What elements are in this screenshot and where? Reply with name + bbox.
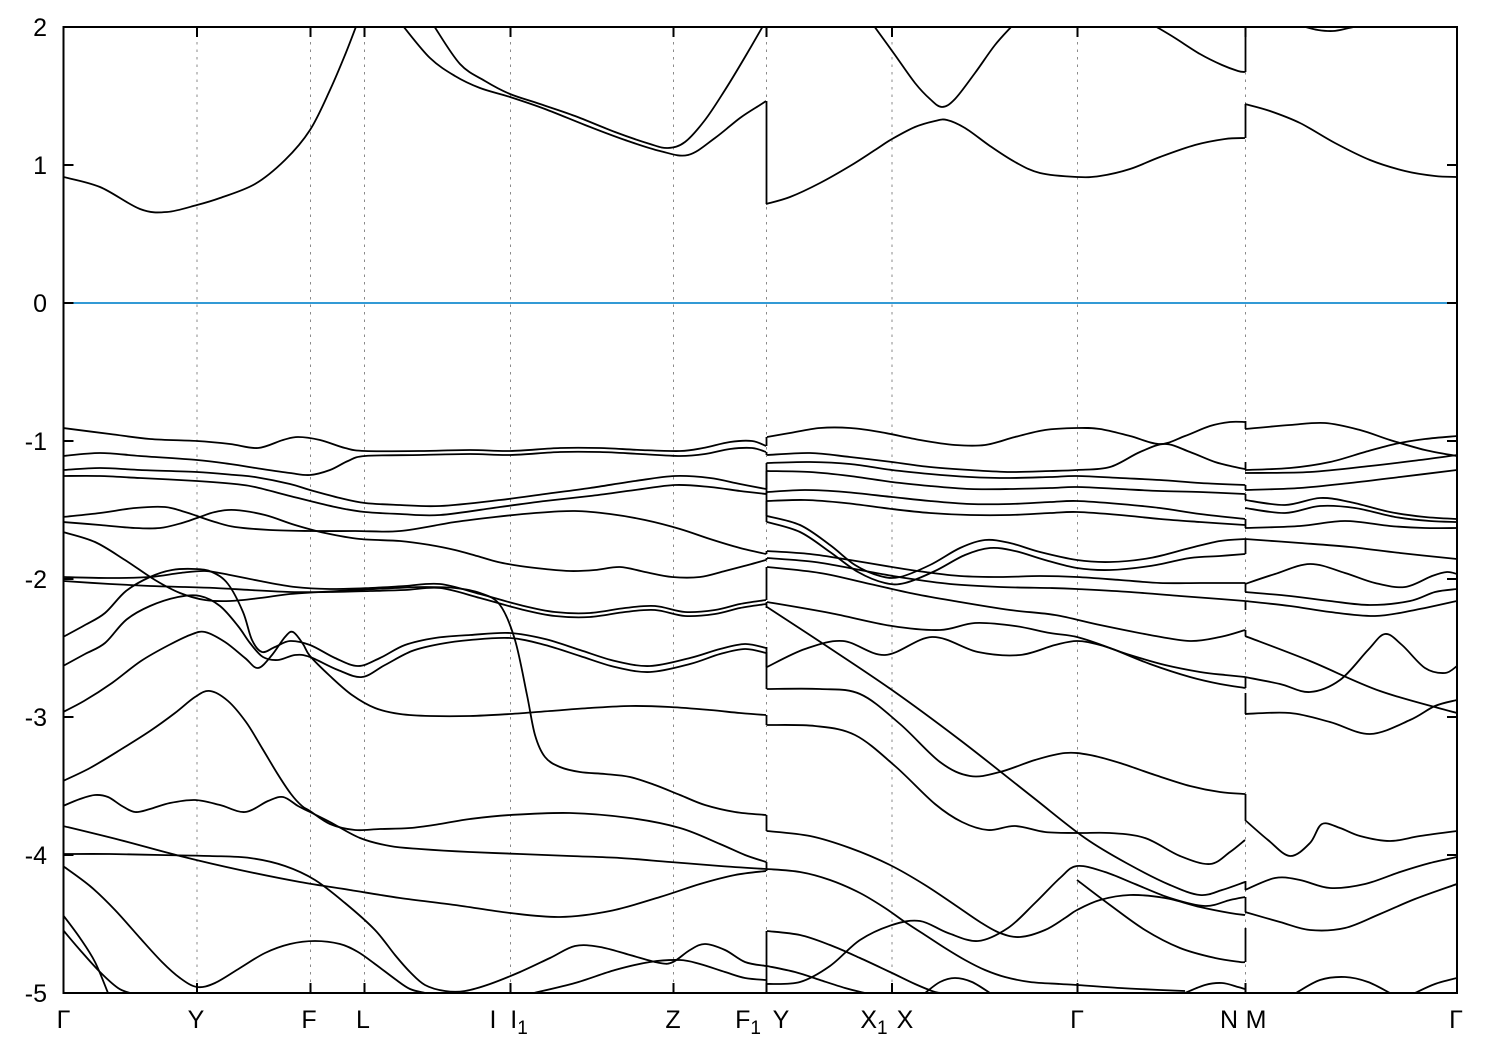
svg-text:X: X [897,1006,914,1034]
svg-text:F: F [301,1006,316,1034]
svg-text:Γ: Γ [1449,1006,1463,1034]
svg-text:Y: Y [773,1006,790,1034]
svg-text:1: 1 [33,152,47,180]
svg-text:L: L [356,1006,370,1034]
svg-text:M: M [1246,1006,1267,1034]
svg-text:-5: -5 [25,980,47,1008]
svg-text:-1: -1 [25,428,47,456]
svg-text:Y: Y [188,1006,205,1034]
svg-text:-2: -2 [25,566,47,594]
svg-text:0: 0 [33,290,47,318]
svg-text:-3: -3 [25,704,47,732]
svg-text:-4: -4 [25,842,47,870]
svg-text:I: I [490,1006,497,1034]
svg-text:Γ: Γ [1070,1006,1084,1034]
svg-text:Z: Z [665,1006,680,1034]
svg-text:N: N [1220,1006,1238,1034]
svg-text:Γ: Γ [57,1006,71,1034]
svg-text:2: 2 [33,14,47,42]
